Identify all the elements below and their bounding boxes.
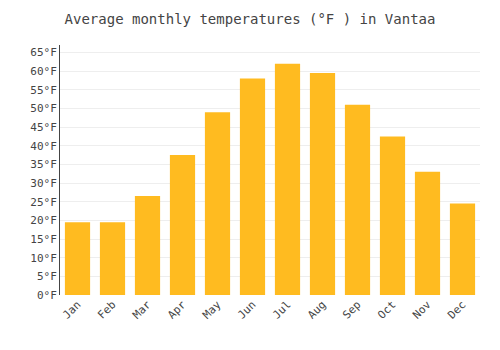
svg-text:Jan: Jan	[60, 298, 83, 321]
svg-text:65°F: 65°F	[30, 46, 57, 59]
svg-text:Apr: Apr	[165, 298, 189, 322]
svg-text:55°F: 55°F	[30, 84, 57, 97]
svg-text:35°F: 35°F	[30, 158, 57, 171]
svg-text:Mar: Mar	[130, 298, 154, 322]
svg-text:45°F: 45°F	[30, 121, 57, 134]
svg-text:15°F: 15°F	[30, 233, 57, 246]
svg-text:10°F: 10°F	[30, 252, 57, 265]
svg-text:Nov: Nov	[410, 298, 434, 322]
svg-text:Oct: Oct	[375, 298, 398, 321]
svg-text:25°F: 25°F	[30, 196, 57, 209]
svg-text:20°F: 20°F	[30, 214, 57, 227]
svg-text:Average monthly temperatures (: Average monthly temperatures (°F ) in Va…	[65, 11, 436, 27]
svg-text:50°F: 50°F	[30, 102, 57, 115]
svg-text:Jun: Jun	[235, 298, 258, 321]
svg-text:Feb: Feb	[95, 298, 118, 321]
svg-text:60°F: 60°F	[30, 65, 57, 78]
svg-text:0°F: 0°F	[37, 289, 57, 302]
svg-text:Aug: Aug	[305, 298, 328, 321]
svg-text:5°F: 5°F	[37, 270, 57, 283]
svg-text:40°F: 40°F	[30, 140, 57, 153]
svg-text:Sep: Sep	[340, 298, 363, 321]
svg-text:Jul: Jul	[270, 298, 293, 321]
svg-text:30°F: 30°F	[30, 177, 57, 190]
svg-text:Dec: Dec	[445, 298, 468, 321]
svg-text:May: May	[200, 298, 224, 322]
